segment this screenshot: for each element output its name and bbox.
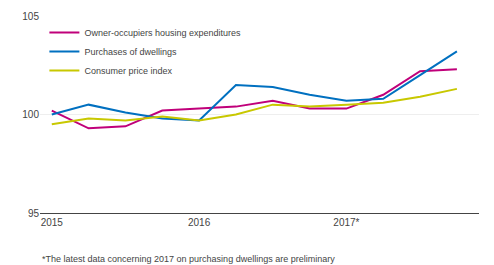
svg-text:2015: 2015: [41, 217, 64, 228]
svg-text:105: 105: [22, 11, 39, 22]
svg-text:100: 100: [22, 109, 39, 120]
svg-text:Purchases of dwellings: Purchases of dwellings: [84, 47, 177, 57]
svg-text:*The latest data concerning 20: *The latest data concerning 2017 on purc…: [42, 254, 335, 264]
svg-text:2016: 2016: [188, 217, 211, 228]
svg-text:Consumer price index: Consumer price index: [84, 66, 172, 76]
svg-text:2017*: 2017*: [333, 217, 359, 228]
svg-text:95: 95: [28, 208, 40, 219]
svg-text:Owner-occupiers housing expend: Owner-occupiers housing expenditures: [84, 28, 241, 38]
